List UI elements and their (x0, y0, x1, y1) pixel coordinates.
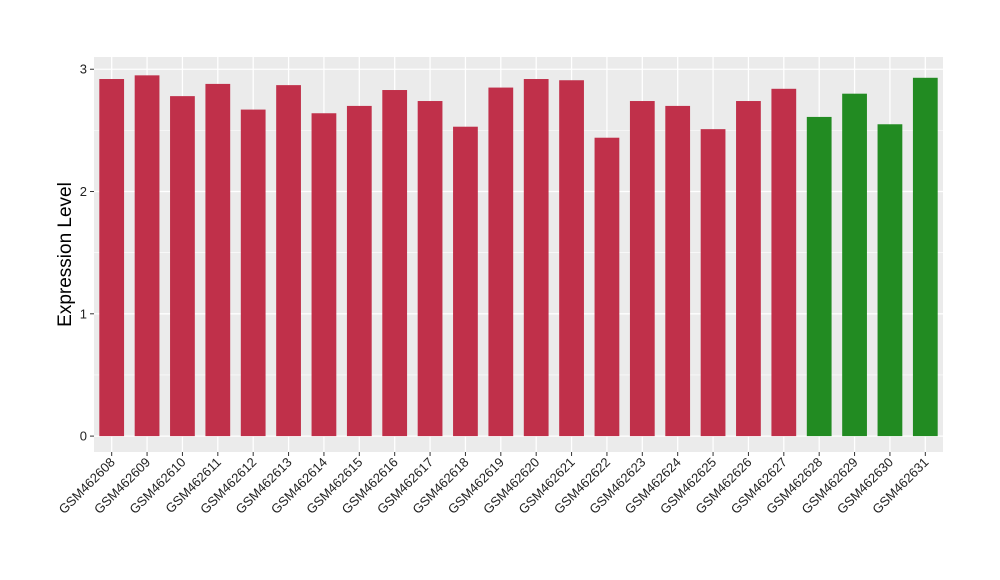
bar-GSM462616 (382, 90, 408, 437)
y-tick-label: 3 (80, 62, 87, 77)
bar-GSM462627 (771, 88, 797, 437)
bar-GSM462618 (453, 126, 478, 437)
x-axis: GSM462608GSM462609GSM462610GSM462611GSM4… (56, 452, 931, 517)
bar-GSM462628 (806, 116, 832, 437)
bar-GSM462624 (665, 105, 691, 437)
bar-GSM462610 (170, 96, 195, 437)
bar-GSM462620 (523, 79, 549, 437)
bar-GSM462615 (346, 105, 372, 437)
bar-GSM462617 (417, 101, 443, 437)
bars (99, 75, 938, 437)
bar-GSM462622 (594, 137, 620, 437)
bar-GSM462611 (205, 83, 231, 437)
y-tick-label: 2 (80, 184, 87, 199)
bar-GSM462630 (877, 124, 903, 437)
plot-panel (94, 57, 943, 452)
y-tick-label: 1 (80, 306, 87, 321)
bar-GSM462631 (912, 77, 938, 437)
bar-GSM462626 (736, 101, 761, 437)
bar-GSM462609 (134, 75, 160, 437)
bar-GSM462612 (240, 109, 266, 437)
bar-GSM462623 (629, 101, 655, 437)
y-axis: 0 1 2 3 (80, 62, 94, 444)
bar-GSM462619 (488, 87, 514, 437)
y-axis-title: Expression Level (55, 182, 76, 327)
bar-GSM462608 (99, 79, 125, 437)
y-tick-label: 0 (80, 429, 87, 444)
bar-GSM462613 (276, 85, 301, 437)
bar-GSM462614 (311, 113, 337, 437)
bar-GSM462621 (559, 80, 584, 437)
bar-GSM462625 (700, 129, 726, 437)
bar-GSM462629 (842, 93, 867, 437)
